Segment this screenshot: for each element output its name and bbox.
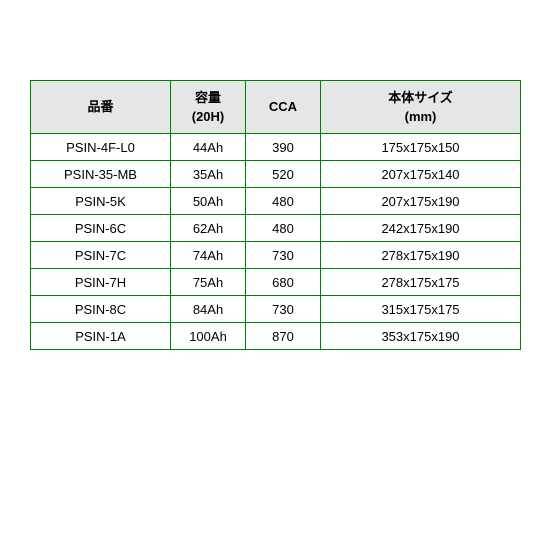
table-body: PSIN-4F-L044Ah390175x175x150PSIN-35-MB35… bbox=[31, 134, 521, 350]
table-header-row: 品番 容量 (20H) CCA 本体サイズ (mm) bbox=[31, 81, 521, 134]
col-header-text: 容量 bbox=[195, 90, 221, 105]
table-cell: 242x175x190 bbox=[321, 215, 521, 242]
table-cell: 50Ah bbox=[171, 188, 246, 215]
table-row: PSIN-7H75Ah680278x175x175 bbox=[31, 269, 521, 296]
table-cell: 62Ah bbox=[171, 215, 246, 242]
table-cell: 680 bbox=[246, 269, 321, 296]
table-cell: PSIN-7C bbox=[31, 242, 171, 269]
battery-spec-table: 品番 容量 (20H) CCA 本体サイズ (mm) PSIN-4F-L044A… bbox=[30, 80, 521, 350]
table-cell: 44Ah bbox=[171, 134, 246, 161]
table-cell: 730 bbox=[246, 296, 321, 323]
table-cell: 75Ah bbox=[171, 269, 246, 296]
col-header-subtext: (20H) bbox=[192, 109, 225, 124]
table-cell: 520 bbox=[246, 161, 321, 188]
table-cell: 207x175x140 bbox=[321, 161, 521, 188]
table-cell: PSIN-8C bbox=[31, 296, 171, 323]
table-cell: PSIN-35-MB bbox=[31, 161, 171, 188]
table-cell: 315x175x175 bbox=[321, 296, 521, 323]
page-canvas: 品番 容量 (20H) CCA 本体サイズ (mm) PSIN-4F-L044A… bbox=[0, 0, 550, 350]
col-header-text: CCA bbox=[269, 99, 297, 114]
col-header-subtext: (mm) bbox=[405, 109, 437, 124]
table-cell: 100Ah bbox=[171, 323, 246, 350]
table-row: PSIN-35-MB35Ah520207x175x140 bbox=[31, 161, 521, 188]
table-row: PSIN-1A100Ah870353x175x190 bbox=[31, 323, 521, 350]
table-cell: PSIN-4F-L0 bbox=[31, 134, 171, 161]
table-cell: 353x175x190 bbox=[321, 323, 521, 350]
table-cell: 35Ah bbox=[171, 161, 246, 188]
table-cell: PSIN-1A bbox=[31, 323, 171, 350]
table-cell: 175x175x150 bbox=[321, 134, 521, 161]
table-row: PSIN-8C84Ah730315x175x175 bbox=[31, 296, 521, 323]
table-cell: 84Ah bbox=[171, 296, 246, 323]
table-row: PSIN-5K50Ah480207x175x190 bbox=[31, 188, 521, 215]
col-header-size: 本体サイズ (mm) bbox=[321, 81, 521, 134]
table-cell: 730 bbox=[246, 242, 321, 269]
col-header-text: 本体サイズ bbox=[388, 90, 453, 105]
table-cell: 870 bbox=[246, 323, 321, 350]
table-cell: 390 bbox=[246, 134, 321, 161]
col-header-part-number: 品番 bbox=[31, 81, 171, 134]
col-header-text: 品番 bbox=[87, 99, 113, 114]
col-header-cca: CCA bbox=[246, 81, 321, 134]
table-cell: 480 bbox=[246, 188, 321, 215]
table-row: PSIN-6C62Ah480242x175x190 bbox=[31, 215, 521, 242]
table-cell: PSIN-6C bbox=[31, 215, 171, 242]
table-cell: 278x175x175 bbox=[321, 269, 521, 296]
table-cell: 207x175x190 bbox=[321, 188, 521, 215]
table-cell: 278x175x190 bbox=[321, 242, 521, 269]
table-cell: PSIN-5K bbox=[31, 188, 171, 215]
table-row: PSIN-7C74Ah730278x175x190 bbox=[31, 242, 521, 269]
table-row: PSIN-4F-L044Ah390175x175x150 bbox=[31, 134, 521, 161]
table-cell: PSIN-7H bbox=[31, 269, 171, 296]
table-cell: 74Ah bbox=[171, 242, 246, 269]
table-cell: 480 bbox=[246, 215, 321, 242]
col-header-capacity: 容量 (20H) bbox=[171, 81, 246, 134]
table-header: 品番 容量 (20H) CCA 本体サイズ (mm) bbox=[31, 81, 521, 134]
